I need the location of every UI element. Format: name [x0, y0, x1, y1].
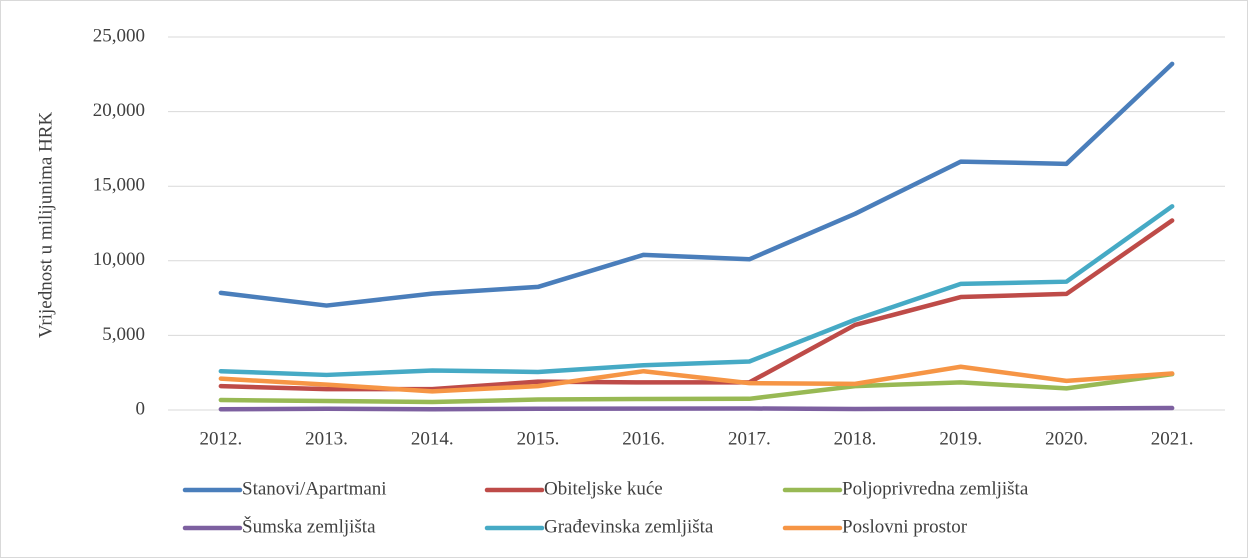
x-tick-label: 2020.: [1045, 428, 1088, 449]
legend-label: Građevinska zemljišta: [544, 516, 714, 537]
legend-label: Poljoprivredna zemljišta: [842, 478, 1029, 499]
legend-label: Poslovni prostor: [842, 516, 968, 537]
y-tick-label: 15,000: [93, 175, 145, 196]
x-tick-label: 2015.: [517, 428, 560, 449]
x-tick-label: 2021.: [1151, 428, 1194, 449]
x-tick-label: 2014.: [411, 428, 454, 449]
y-axis-label: Vrijednost u milijunima HRK: [35, 112, 56, 339]
legend-label: Obiteljske kuće: [544, 478, 663, 499]
legend-label: Stanovi/Apartmani: [242, 478, 387, 499]
series-line: [218, 61, 1175, 308]
series-line: [218, 371, 1175, 405]
x-tick-label: 2018.: [834, 428, 877, 449]
y-tick-label: 0: [136, 398, 146, 419]
series-line: [218, 204, 1175, 378]
y-tick-label: 10,000: [93, 249, 145, 270]
y-tick-label: 5,000: [102, 324, 145, 345]
y-tick-label: 25,000: [93, 25, 145, 46]
series-line: [218, 405, 1175, 412]
x-tick-label: 2013.: [305, 428, 348, 449]
series-line: [218, 364, 1175, 394]
legend-label: Šumska zemljišta: [242, 515, 376, 537]
y-tick-label: 20,000: [93, 100, 145, 121]
x-tick-label: 2016.: [622, 428, 665, 449]
x-tick-label: 2019.: [939, 428, 982, 449]
x-tick-label: 2017.: [728, 428, 771, 449]
x-tick-label: 2012.: [199, 428, 242, 449]
